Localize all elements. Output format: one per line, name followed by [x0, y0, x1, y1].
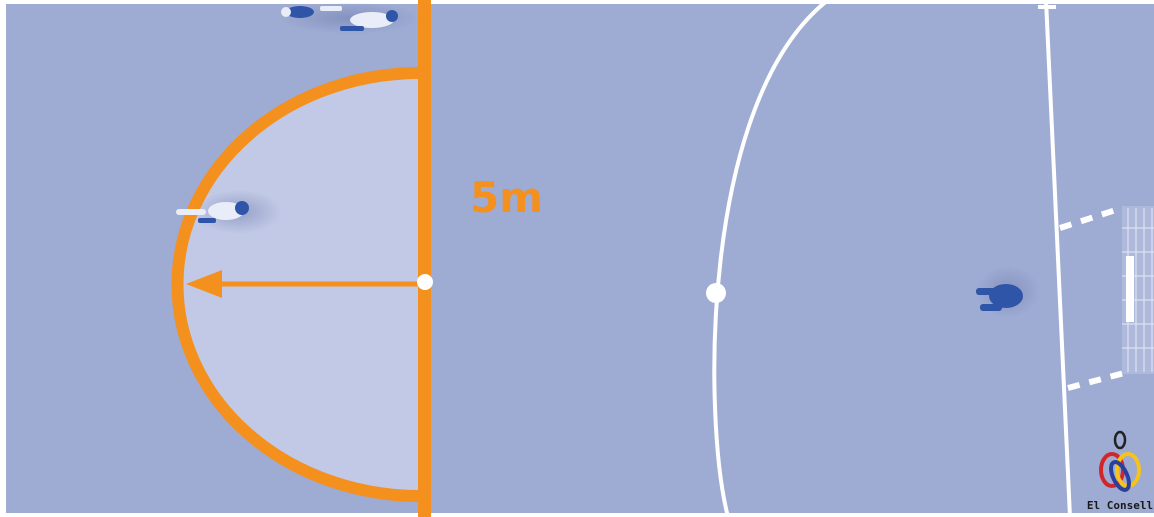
- penalty-spot: [417, 274, 433, 290]
- orange-center-line: [418, 0, 431, 517]
- radius-arrow-head: [186, 270, 222, 298]
- el-consell-logo-icon: [1099, 430, 1141, 492]
- top-players-figure: [280, 2, 420, 34]
- field-player-figure: [176, 190, 282, 234]
- logo-text: El Consell: [1087, 499, 1153, 512]
- second-penalty-spot: [706, 283, 726, 303]
- five-meter-arc: [171, 67, 421, 502]
- goal-line-mark: [1038, 5, 1056, 9]
- goal: [1059, 205, 1154, 391]
- goalkeeper-figure: [976, 266, 1040, 318]
- goal-area-line: [712, 0, 830, 517]
- goal-line: [1044, 0, 1072, 517]
- distance-label: 5m: [470, 173, 543, 222]
